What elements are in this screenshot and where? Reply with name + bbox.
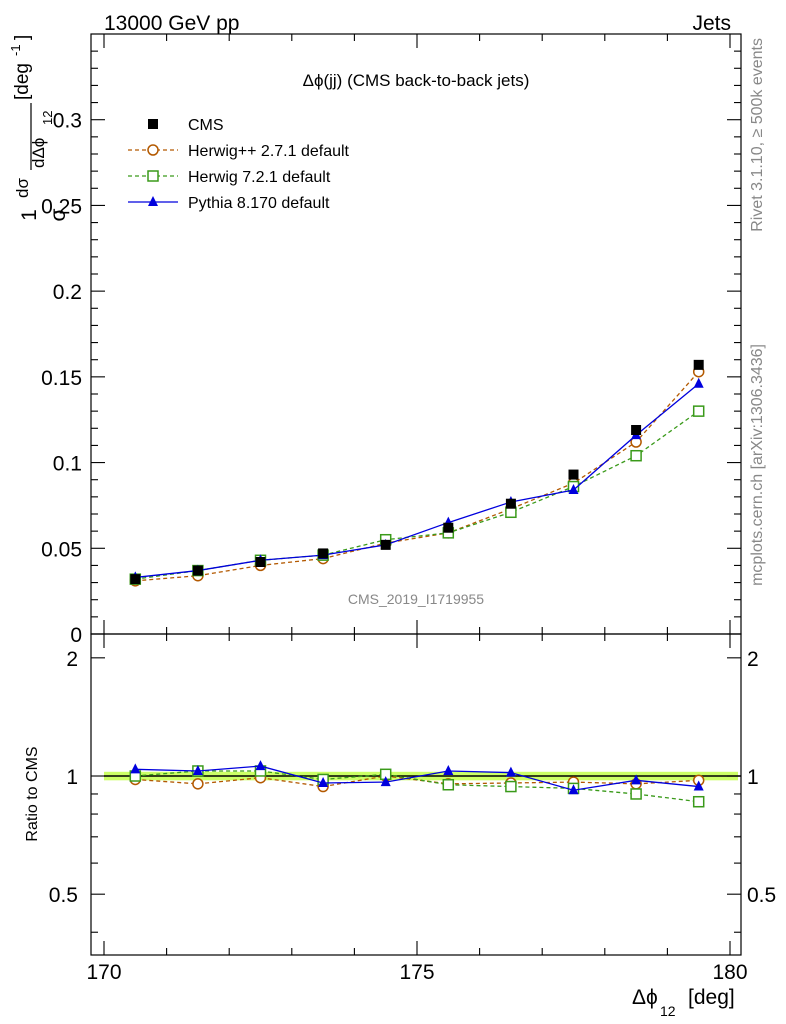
data-point	[631, 424, 642, 435]
legend-label: Pythia 8.170 default	[188, 195, 330, 212]
data-point	[692, 795, 705, 808]
legend-label: Herwig 7.2.1 default	[188, 169, 331, 186]
data-point	[443, 522, 454, 533]
main-plot-title: Δϕ(jj) (CMS back-to-back jets)	[303, 71, 530, 90]
data-point	[505, 506, 517, 519]
svg-text:dΔϕ: dΔϕ	[29, 138, 48, 168]
data-point	[147, 144, 159, 156]
y-tick-label-right: 0.5	[747, 884, 776, 907]
data-point	[442, 779, 455, 791]
legend-label: CMS	[188, 117, 224, 134]
data-point	[318, 776, 329, 787]
y-tick-label: 0.5	[49, 884, 78, 907]
data-point	[693, 377, 704, 388]
data-point	[255, 556, 266, 567]
svg-text:-1: -1	[8, 44, 23, 56]
mcplots-text: mcplots.cern.ch [arXiv:1306.3436]	[749, 344, 766, 586]
svg-text:12: 12	[40, 111, 55, 125]
svg-text:dσ: dσ	[13, 178, 32, 198]
y-tick-label: 0.25	[41, 195, 82, 218]
data-point	[505, 780, 517, 793]
data-point	[380, 776, 391, 787]
data-point	[693, 780, 704, 791]
legend-label: Herwig++ 2.7.1 default	[188, 143, 350, 160]
svg-text:[deg]: [deg]	[688, 986, 735, 1009]
header-left: 13000 GeV pp	[104, 12, 239, 35]
main-series	[129, 359, 705, 587]
y-tick-label: 0	[70, 624, 82, 647]
data-point	[568, 784, 579, 795]
series-line	[135, 410, 700, 580]
header-right: Jets	[692, 12, 731, 35]
ratio-plot-frame	[90, 633, 742, 956]
x-axis-label: Δϕ 12 [deg]	[632, 986, 735, 1019]
svg-text:[deg: [deg	[12, 63, 33, 100]
y-tick-label: 0.3	[53, 110, 82, 133]
y-tick-label-right: 2	[747, 648, 759, 671]
svg-text:]: ]	[12, 35, 33, 40]
data-point	[192, 778, 204, 790]
ratio-series	[129, 760, 705, 808]
rivet-text: Rivet 3.1.10, ≥ 500k events	[749, 38, 766, 232]
data-point	[318, 548, 329, 559]
x-tick-label: 170	[86, 961, 121, 984]
y-tick-label: 1	[66, 766, 78, 789]
ratio-y-tick-labels: 0.5 0.5 1 1 2 2	[49, 648, 776, 907]
svg-text:1σ: 1σ	[18, 208, 70, 221]
svg-text:Δϕ: Δϕ	[632, 986, 658, 1009]
x-tick-label: 180	[712, 961, 747, 984]
data-point	[443, 764, 454, 775]
data-point	[255, 760, 266, 771]
x-tick-labels: 170 175 180	[86, 961, 747, 984]
ratio-y-axis-label: Ratio to CMS	[24, 746, 41, 841]
series-line	[135, 765, 699, 791]
data-point	[130, 763, 141, 774]
y-tick-label: 0.2	[53, 281, 82, 304]
data-point	[692, 405, 705, 417]
data-point	[693, 359, 704, 370]
svg-text:12: 12	[660, 1003, 676, 1019]
data-point	[505, 766, 516, 777]
ratio-axes	[91, 634, 741, 955]
data-point	[631, 774, 642, 785]
x-tick-label: 175	[399, 961, 434, 984]
data-point	[568, 469, 579, 480]
y-tick-label-right: 1	[747, 766, 759, 789]
y-tick-label: 0.05	[41, 538, 82, 561]
y-tick-label: 2	[66, 648, 78, 671]
series-line	[135, 770, 699, 803]
y-tick-label: 0.1	[53, 453, 82, 476]
data-point	[147, 170, 159, 182]
data-point	[148, 119, 158, 129]
series-line	[135, 371, 700, 582]
series-line	[135, 383, 700, 579]
data-point	[192, 565, 203, 576]
legend: CMS Herwig++ 2.7.1 default Herwig 7.2.1 de…	[128, 117, 350, 212]
data-point	[130, 574, 141, 585]
data-point	[192, 764, 203, 775]
data-point	[505, 498, 516, 509]
data-point	[380, 539, 391, 550]
data-point	[630, 449, 642, 462]
analysis-watermark: CMS_2019_I1719955	[348, 591, 484, 607]
data-point	[630, 788, 642, 800]
y-tick-label: 0.15	[41, 367, 82, 390]
data-point	[568, 483, 579, 494]
data-point	[148, 196, 158, 206]
main-y-tick-labels: 0 0.05 0.1 0.15 0.2 0.25 0.3	[41, 110, 82, 647]
